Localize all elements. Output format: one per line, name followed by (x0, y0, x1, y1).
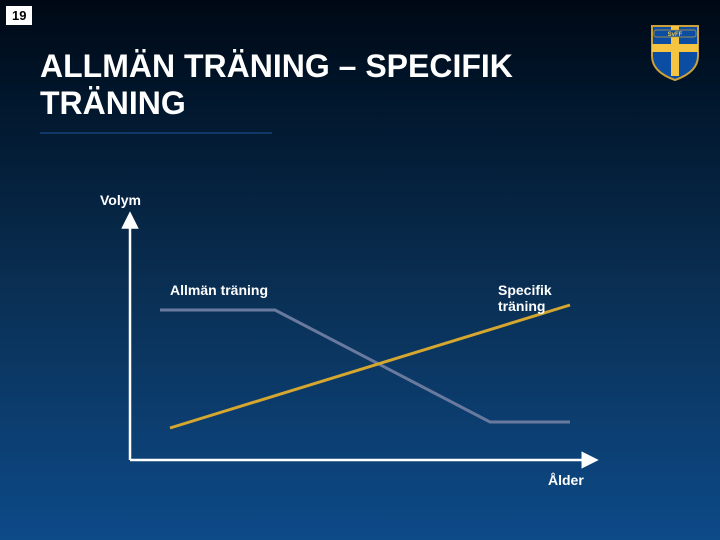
line-specifik-traning (170, 305, 570, 428)
label-allman-traning: Allmän träning (170, 282, 268, 298)
x-axis-label: Ålder (548, 472, 584, 488)
y-axis-label: Volym (100, 192, 141, 208)
page-title: ALLMÄN TRÄNING – SPECIFIK TRÄNING (40, 48, 630, 122)
label-specifik-traning: Specifik träning (498, 282, 600, 314)
svff-logo: SvFF (648, 22, 702, 82)
title-underline (40, 132, 272, 134)
svg-text:SvFF: SvFF (668, 32, 683, 38)
page-number: 19 (6, 6, 32, 25)
training-chart: Volym Ålder Allmän träning Specifik trän… (100, 200, 600, 480)
line-allman-traning (160, 310, 570, 422)
